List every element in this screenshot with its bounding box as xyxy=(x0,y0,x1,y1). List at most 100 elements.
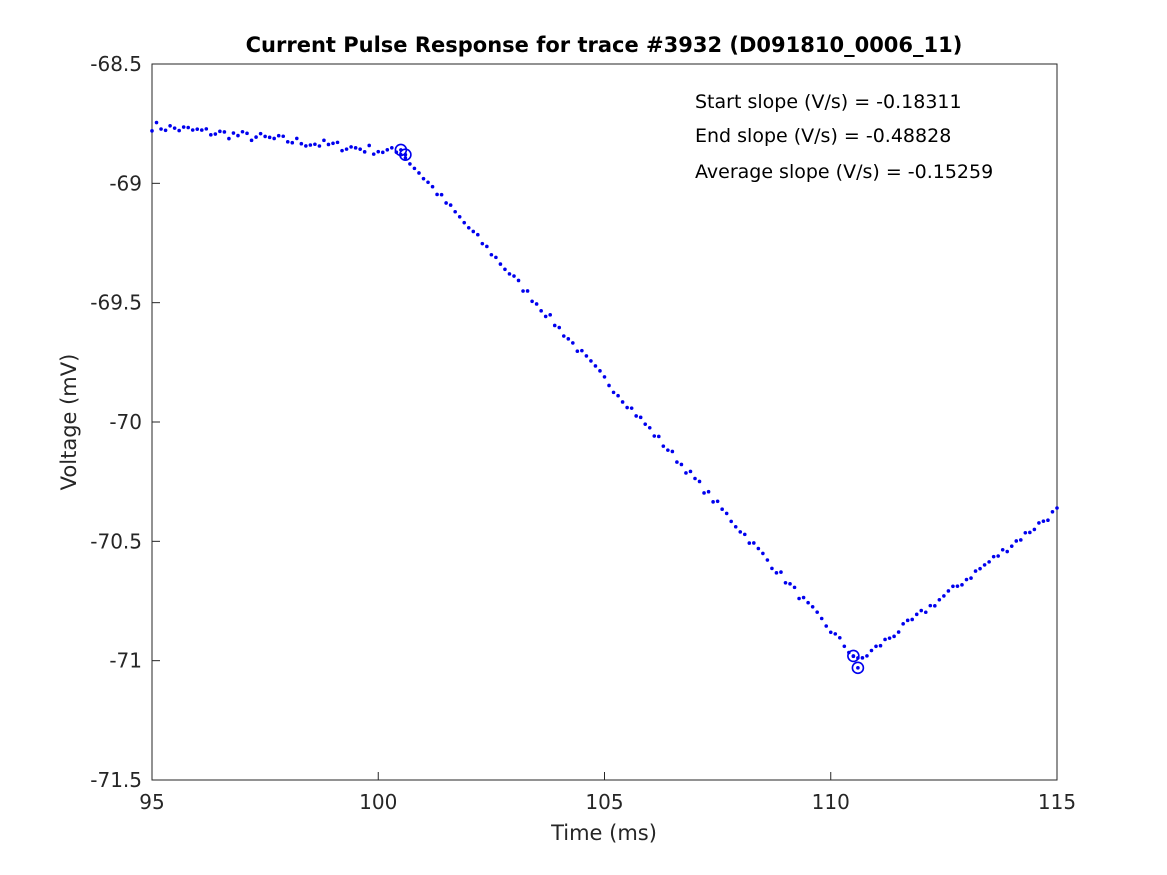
data-point xyxy=(254,135,258,139)
data-point xyxy=(498,262,503,266)
data-point xyxy=(942,594,946,598)
data-point xyxy=(412,166,417,171)
data-point xyxy=(349,145,353,149)
data-point xyxy=(969,576,973,580)
data-point xyxy=(638,415,643,420)
data-point xyxy=(516,278,521,283)
data-point xyxy=(951,584,955,589)
data-point xyxy=(525,289,530,293)
data-point xyxy=(154,120,159,125)
data-point xyxy=(598,369,602,373)
x-tick-label: 100 xyxy=(359,790,397,814)
data-point xyxy=(267,135,272,140)
x-axis: 95 100 105 110 115 xyxy=(139,772,1076,814)
data-point xyxy=(878,643,883,648)
data-point xyxy=(765,558,770,562)
data-point xyxy=(231,131,236,135)
data-point xyxy=(218,129,222,134)
data-point xyxy=(195,127,200,131)
data-point xyxy=(987,560,991,564)
data-point xyxy=(865,654,869,658)
data-point xyxy=(679,462,684,467)
data-point xyxy=(281,134,286,139)
data-point xyxy=(697,479,702,484)
data-point xyxy=(199,128,204,132)
data-point xyxy=(1009,544,1014,548)
data-point xyxy=(190,128,195,132)
x-tick-label: 105 xyxy=(585,790,623,814)
data-point xyxy=(742,532,747,537)
data-point xyxy=(883,637,887,642)
data-point xyxy=(453,209,457,214)
data-point xyxy=(426,180,430,185)
data-point xyxy=(466,225,471,230)
data-point xyxy=(485,244,489,249)
data-point xyxy=(670,449,675,454)
data-point xyxy=(390,145,394,150)
data-point xyxy=(593,364,598,368)
data-point xyxy=(530,299,534,304)
data-point xyxy=(806,600,810,605)
data-point xyxy=(797,596,801,601)
data-point xyxy=(693,476,697,481)
data-point xyxy=(209,133,213,137)
data-point xyxy=(584,354,589,358)
data-point xyxy=(1005,549,1010,554)
data-point xyxy=(417,171,421,175)
marked-point-center xyxy=(856,666,860,670)
data-point xyxy=(1032,527,1037,532)
data-point xyxy=(204,127,209,131)
data-point xyxy=(295,136,299,141)
data-point xyxy=(380,150,385,155)
data-point xyxy=(937,597,942,602)
data-point xyxy=(684,471,688,475)
y-tick-label: -71.5 xyxy=(90,768,142,792)
data-point xyxy=(643,422,648,426)
chart-title: Current Pulse Response for trace #3932 (… xyxy=(246,33,963,57)
data-point xyxy=(661,444,666,448)
data-point xyxy=(403,156,408,160)
data-point xyxy=(788,582,792,586)
data-point xyxy=(353,146,358,150)
data-point xyxy=(869,648,874,653)
x-tick-label: 95 xyxy=(139,790,164,814)
y-tick-label: -69 xyxy=(109,171,142,195)
data-point xyxy=(240,129,245,134)
data-point xyxy=(344,147,349,151)
data-point xyxy=(476,232,480,237)
data-point xyxy=(313,142,317,147)
data-point xyxy=(919,608,924,613)
data-point xyxy=(326,142,331,147)
data-point xyxy=(824,624,829,628)
data-point xyxy=(928,603,933,608)
data-point xyxy=(720,507,724,512)
data-point xyxy=(905,618,910,623)
data-point xyxy=(982,563,987,567)
data-point xyxy=(150,129,154,133)
data-point xyxy=(1055,506,1059,510)
data-point xyxy=(896,630,901,634)
marked-point xyxy=(847,649,860,663)
data-point xyxy=(575,349,580,353)
data-point xyxy=(385,147,390,152)
data-point xyxy=(589,359,593,363)
data-point xyxy=(285,140,290,144)
x-tick-label: 115 xyxy=(1038,790,1076,814)
data-point xyxy=(561,334,566,338)
data-point xyxy=(1014,539,1019,543)
data-point xyxy=(991,554,996,559)
data-point xyxy=(322,138,326,143)
data-point xyxy=(1019,538,1023,542)
data-point xyxy=(462,220,467,225)
data-point xyxy=(756,546,761,551)
data-point xyxy=(978,566,982,571)
data-point xyxy=(770,566,774,571)
data-point xyxy=(733,524,738,529)
data-point xyxy=(611,390,616,395)
data-point xyxy=(783,580,788,585)
data-point xyxy=(557,325,562,330)
data-point xyxy=(1037,521,1041,525)
data-point xyxy=(747,541,752,545)
data-point xyxy=(801,595,806,600)
